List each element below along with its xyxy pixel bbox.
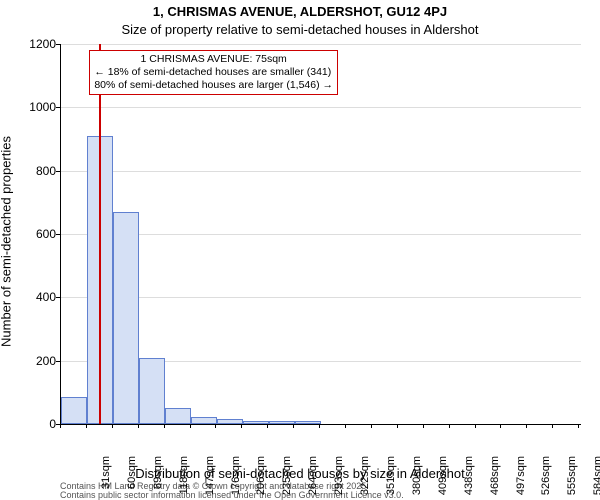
x-tick-label: 264sqm — [307, 456, 319, 498]
x-tick-mark — [449, 424, 450, 428]
x-tick-label: 380sqm — [411, 456, 423, 498]
y-tick-mark — [56, 361, 60, 362]
x-tick-label: 293sqm — [333, 456, 345, 498]
x-tick-label: 322sqm — [359, 456, 371, 498]
x-tick-label: 235sqm — [281, 456, 293, 498]
x-tick-mark — [293, 424, 294, 428]
x-tick-label: 351sqm — [385, 456, 397, 498]
x-tick-mark — [138, 424, 139, 428]
histogram-bar — [191, 417, 218, 424]
histogram-bar — [269, 421, 295, 424]
y-axis-label: Number of semi-detached properties — [0, 136, 14, 347]
gridline — [61, 171, 581, 172]
x-tick-mark — [86, 424, 87, 428]
x-tick-label: 60sqm — [126, 456, 138, 498]
y-tick-mark — [56, 234, 60, 235]
marker-line — [99, 44, 101, 424]
histogram-bar — [113, 212, 139, 424]
x-tick-mark — [423, 424, 424, 428]
x-tick-label: 468sqm — [489, 456, 501, 498]
x-tick-label: 89sqm — [152, 456, 164, 498]
x-tick-label: 584sqm — [592, 456, 600, 498]
x-tick-mark — [371, 424, 372, 428]
histogram-bar — [243, 421, 269, 424]
x-tick-mark — [215, 424, 216, 428]
gridline — [61, 297, 581, 298]
x-tick-label: 497sqm — [515, 456, 527, 498]
x-tick-mark — [475, 424, 476, 428]
x-tick-mark — [397, 424, 398, 428]
x-tick-mark — [112, 424, 113, 428]
x-tick-mark — [190, 424, 191, 428]
histogram-bar — [139, 358, 165, 425]
x-tick-mark — [60, 424, 61, 428]
y-tick-label: 0 — [16, 417, 56, 431]
y-tick-mark — [56, 297, 60, 298]
y-tick-mark — [56, 107, 60, 108]
x-tick-mark — [241, 424, 242, 428]
y-tick-label: 200 — [16, 354, 56, 368]
x-tick-label: 409sqm — [437, 456, 449, 498]
annotation-box: 1 CHRISMAS AVENUE: 75sqm ← 18% of semi-d… — [89, 50, 338, 95]
x-tick-label: 147sqm — [204, 456, 216, 498]
x-tick-label: 206sqm — [255, 456, 267, 498]
histogram-bar — [165, 408, 191, 424]
x-tick-label: 555sqm — [566, 456, 578, 498]
gridline — [61, 107, 581, 108]
x-tick-mark — [164, 424, 165, 428]
x-tick-mark — [552, 424, 553, 428]
histogram-bar — [295, 421, 321, 424]
x-tick-mark — [578, 424, 579, 428]
x-tick-label: 526sqm — [540, 456, 552, 498]
x-tick-label: 118sqm — [178, 456, 190, 498]
gridline — [61, 44, 581, 45]
x-tick-label: 438sqm — [463, 456, 475, 498]
x-tick-label: 31sqm — [100, 456, 112, 498]
annotation-line-1: 1 CHRISMAS AVENUE: 75sqm — [94, 53, 333, 66]
annotation-line-3: 80% of semi-detached houses are larger (… — [94, 79, 333, 92]
histogram-bar — [61, 397, 87, 424]
y-tick-mark — [56, 171, 60, 172]
x-tick-mark — [345, 424, 346, 428]
x-axis-label: Distribution of semi-detached houses by … — [0, 466, 600, 481]
chart-title: 1, CHRISMAS AVENUE, ALDERSHOT, GU12 4PJ — [0, 4, 600, 19]
histogram-bar — [217, 419, 243, 424]
y-tick-label: 600 — [16, 227, 56, 241]
annotation-line-2: ← 18% of semi-detached houses are smalle… — [94, 66, 333, 79]
y-tick-label: 400 — [16, 290, 56, 304]
chart-subtitle: Size of property relative to semi-detach… — [0, 22, 600, 37]
x-tick-mark — [319, 424, 320, 428]
x-tick-mark — [500, 424, 501, 428]
x-tick-mark — [267, 424, 268, 428]
y-tick-label: 1000 — [16, 100, 56, 114]
gridline — [61, 234, 581, 235]
y-tick-mark — [56, 44, 60, 45]
y-tick-label: 1200 — [16, 37, 56, 51]
x-tick-label: 176sqm — [230, 456, 242, 498]
y-tick-label: 800 — [16, 164, 56, 178]
x-tick-mark — [526, 424, 527, 428]
chart-plot-area — [60, 44, 581, 425]
